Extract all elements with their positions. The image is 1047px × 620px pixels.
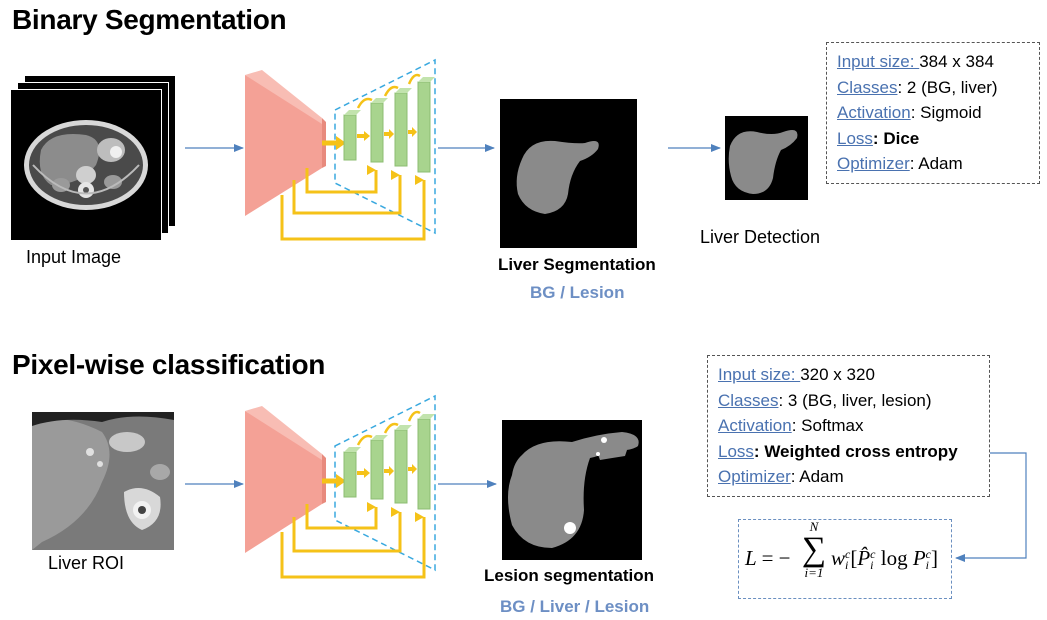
sum-upper-limit: N [809, 519, 819, 534]
pixel-param-activation: Activation: Softmax [718, 413, 979, 439]
input-image-caption: Input Image [26, 247, 122, 267]
lesion-segmentation-caption: Lesion segmentation [484, 566, 655, 585]
binary-skip-connections [280, 165, 426, 241]
lesion-segmentation-mask [502, 420, 642, 560]
param-value: : Softmax [791, 416, 864, 435]
term-p: P [912, 546, 926, 570]
binary-encoder-top [245, 70, 322, 124]
param-value: Weighted cross entropy [764, 441, 958, 461]
pixel-param-loss: Loss: Weighted cross entropy [718, 439, 979, 465]
liver-roi-caption: Liver ROI [48, 553, 125, 573]
pixel-decoder-block-4 [417, 418, 431, 510]
binary-param-loss: Loss: Dice [837, 126, 1029, 152]
flow-arrows [185, 144, 1027, 562]
sigma-symbol: ∑ [801, 531, 827, 568]
pixel-decoder-block-2 [370, 439, 384, 500]
liver-detection-crop [725, 116, 808, 200]
param-colon: : [753, 441, 765, 461]
pixel-skip-connections [280, 502, 426, 579]
binary-upsample-arcs [356, 73, 421, 109]
param-key: Optimizer [837, 154, 910, 173]
param-key: Optimizer [718, 467, 791, 486]
binary-param-optimizer: Optimizer: Adam [837, 151, 1029, 177]
binary-decoder-block-3 [394, 92, 408, 167]
pixel-decoder-block-3 [394, 429, 408, 504]
term-phat-sub: i [870, 558, 874, 573]
pixel-decoder-blocks [343, 414, 435, 510]
param-key: Activation [718, 416, 792, 435]
lesion-mask-shape [508, 432, 639, 548]
pixel-params-box: Input size: 320 x 320 Classes: 3 (BG, li… [707, 355, 990, 497]
liver-segmentation-mask [500, 99, 637, 248]
pixel-unet [245, 394, 436, 579]
liver-mask-shape [516, 140, 599, 214]
pixelwise-classification-title: Pixel-wise classification [12, 349, 326, 380]
term-phat: P̂ [857, 546, 871, 570]
param-value: Dice [883, 128, 920, 148]
param-value: : Adam [790, 467, 844, 486]
binary-decoder-blocks [343, 77, 435, 173]
liver-detection-caption: Liver Detection [700, 227, 821, 247]
formula-sum: N ∑ i=1 [799, 520, 829, 580]
param-value: : Sigmoid [910, 103, 982, 122]
term-w-sup: c [845, 547, 851, 562]
binary-param-activation: Activation: Sigmoid [837, 100, 1029, 126]
term-w: w [831, 546, 846, 570]
pixel-upsample-arcs [356, 410, 421, 446]
term-w-sub: i [845, 558, 849, 573]
param-key: Input size: [718, 365, 801, 384]
binary-decoder-block-1 [343, 114, 357, 161]
param-key: Classes [718, 390, 779, 410]
lesion-segmentation-classes: BG / Liver / Lesion [500, 597, 650, 616]
param-value: : 3 (BG, liver, lesion) [778, 390, 932, 410]
binary-params-box: Input size: 384 x 384 Classes: 2 (BG, li… [826, 42, 1040, 184]
bracket-open: [ [850, 546, 858, 570]
arrow-loss-to-formula [955, 452, 1027, 562]
param-key: Loss [718, 441, 754, 461]
liver-segmentation-classes: BG / Lesion [530, 283, 625, 302]
param-value: 384 x 384 [919, 52, 994, 71]
formula-equals: = − [761, 546, 791, 570]
param-key: Classes [837, 77, 898, 97]
binary-param-classes: Classes: 2 (BG, liver) [837, 75, 1029, 101]
pixel-decoder-outline [334, 394, 436, 572]
liver-roi-scan [32, 412, 174, 550]
binary-unet [245, 58, 436, 241]
binary-decoder-block-2 [370, 102, 384, 163]
liver-roi-image [32, 412, 174, 550]
term-log: log [880, 546, 908, 570]
input-image-stack [10, 75, 176, 241]
stack-slice-front [10, 89, 162, 241]
param-key: Activation [837, 103, 911, 122]
param-key: Loss [837, 128, 873, 148]
bracket-close: ] [931, 546, 938, 570]
param-value: 320 x 320 [800, 365, 875, 384]
term-p-sup: c [925, 547, 931, 562]
sum-lower-limit: i=1 [804, 565, 824, 580]
ct-scan-image [24, 120, 148, 210]
term-phat-sup: c [870, 547, 876, 562]
liver-segmentation-caption: Liver Segmentation [498, 255, 656, 274]
binary-decoder-outline [334, 58, 436, 235]
liver-detection-shape [728, 130, 798, 194]
binary-param-input-size: Input size: 384 x 384 [837, 49, 1029, 75]
pixel-param-optimizer: Optimizer: Adam [718, 464, 979, 490]
param-key: Input size: [837, 52, 920, 71]
param-value: : Adam [909, 154, 963, 173]
param-colon: : [872, 128, 884, 148]
binary-segmentation-title: Binary Segmentation [12, 4, 287, 35]
binary-inter-block-arrows [357, 127, 417, 141]
pixel-decoder-block-1 [343, 451, 357, 498]
binary-decoder-block-4 [417, 81, 431, 173]
pixel-param-input-size: Input size: 320 x 320 [718, 362, 979, 388]
param-value: : 2 (BG, liver) [897, 77, 998, 97]
formula-lhs-symbol: L [745, 546, 757, 570]
pixel-inter-block-arrows [357, 464, 417, 478]
term-p-sub: i [925, 558, 930, 573]
formula-lhs: L = − [745, 546, 791, 571]
pixel-param-classes: Classes: 3 (BG, liver, lesion) [718, 388, 979, 414]
